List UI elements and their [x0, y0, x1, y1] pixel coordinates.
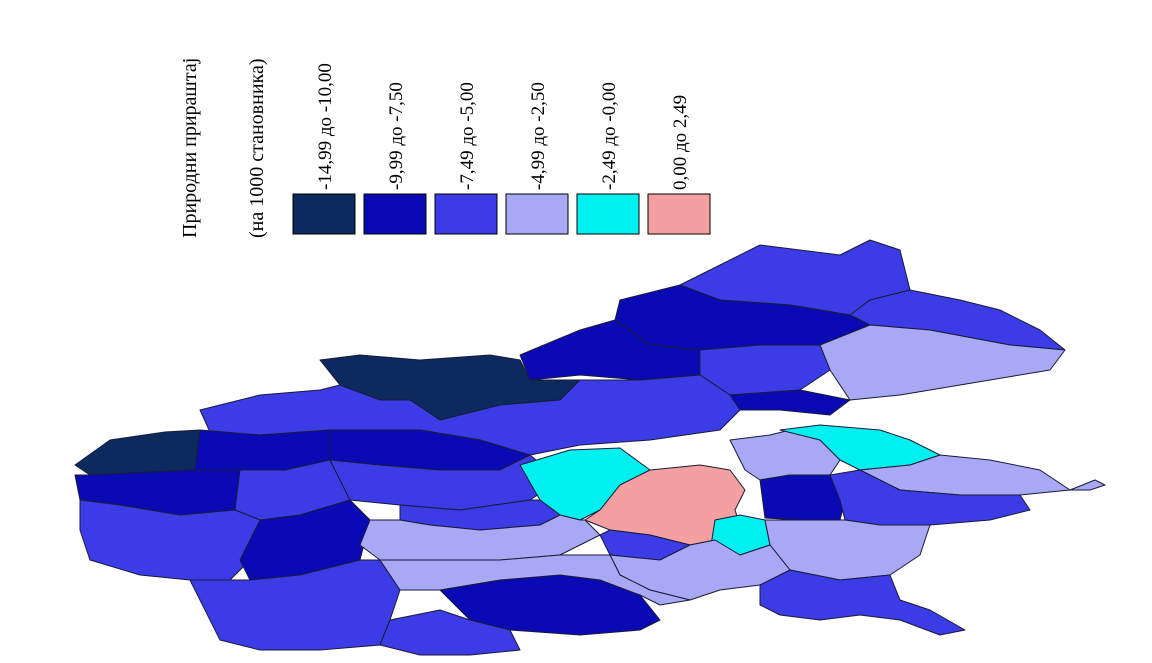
map-region[interactable] — [729, 389, 851, 416]
legend-swatch — [292, 193, 356, 235]
map-region[interactable] — [729, 429, 841, 481]
legend-item: 0,00 до 2,49 — [647, 95, 711, 235]
legend-title: Природни прираштај — [179, 58, 201, 238]
map-region[interactable] — [189, 559, 401, 651]
legend-swatch — [576, 193, 640, 235]
map-region[interactable] — [74, 429, 201, 476]
map-region[interactable] — [379, 609, 521, 656]
legend-label: -2,49 до -0,00 — [599, 82, 620, 190]
map-region[interactable] — [829, 469, 1031, 526]
legend-item: -7,49 до -5,00 — [434, 82, 498, 235]
legend-label: -7,49 до -5,00 — [457, 82, 478, 190]
legend-subtitle: (на 1000 становника) — [246, 59, 268, 238]
legend-swatch — [363, 193, 427, 235]
legend-item: -2,49 до -0,00 — [576, 82, 640, 235]
map-legend: Природни прираштај (на 1000 становника) … — [179, 58, 711, 238]
legend-swatch — [647, 193, 711, 235]
legend-label: -4,99 до -2,50 — [528, 82, 549, 190]
legend-item: -14,99 до -10,00 — [292, 63, 356, 235]
map-region[interactable] — [519, 319, 701, 381]
legend-item: -4,99 до -2,50 — [505, 82, 569, 235]
map-regions — [74, 239, 1106, 656]
legend-label: -14,99 до -10,00 — [315, 63, 336, 190]
legend-label: 0,00 до 2,49 — [670, 95, 691, 190]
legend-swatch — [434, 193, 498, 235]
legend-item: -9,99 до -7,50 — [363, 82, 427, 235]
map-region[interactable] — [1069, 479, 1106, 491]
legend-swatch — [505, 193, 569, 235]
legend-label: -9,99 до -7,50 — [386, 82, 407, 190]
map-region[interactable] — [379, 554, 691, 606]
legend-items: -14,99 до -10,00 -9,99 до -7,50 -7,49 до -… — [292, 63, 711, 235]
map-region[interactable] — [759, 569, 966, 636]
map-region[interactable] — [819, 324, 1066, 401]
map-region[interactable] — [79, 499, 261, 581]
